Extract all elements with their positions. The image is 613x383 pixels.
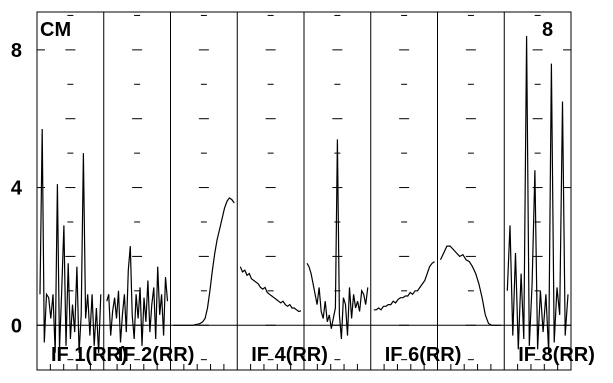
series-line-panel-7 [439,245,502,326]
series-line-panel-4 [239,266,302,313]
series-line-panel-1 [39,128,102,353]
series-line-panel-3 [173,197,235,326]
series-layer [39,36,569,353]
y-tick-label: 8 [11,40,22,62]
corner-label-left: CM [40,19,71,41]
series-line-panel-8 [506,36,569,353]
y-tick-label: 4 [11,178,23,200]
panel-label: IF 4(RR) [251,344,328,366]
grid-layer [49,14,559,370]
panel-label: IF 6(RR) [385,344,462,366]
series-line-panel-2 [106,246,169,346]
panel-label: IF 1(RR) [51,344,128,366]
panel-frames [36,11,572,371]
corner-label-right: 8 [542,19,553,41]
panel-labels: IF 1(RR)IF 2(RR) IF 4(RR) IF 6(RR) IF 8(RR) [51,344,595,366]
panel-label: IF 8(RR) [518,344,595,366]
panel-label: IF 2(RR) [118,344,195,366]
y-tick-label: 0 [11,315,22,337]
y-axis: 0 4 8 [11,40,571,337]
series-line-panel-5 [306,139,369,340]
series-line-panel-6 [373,261,435,311]
